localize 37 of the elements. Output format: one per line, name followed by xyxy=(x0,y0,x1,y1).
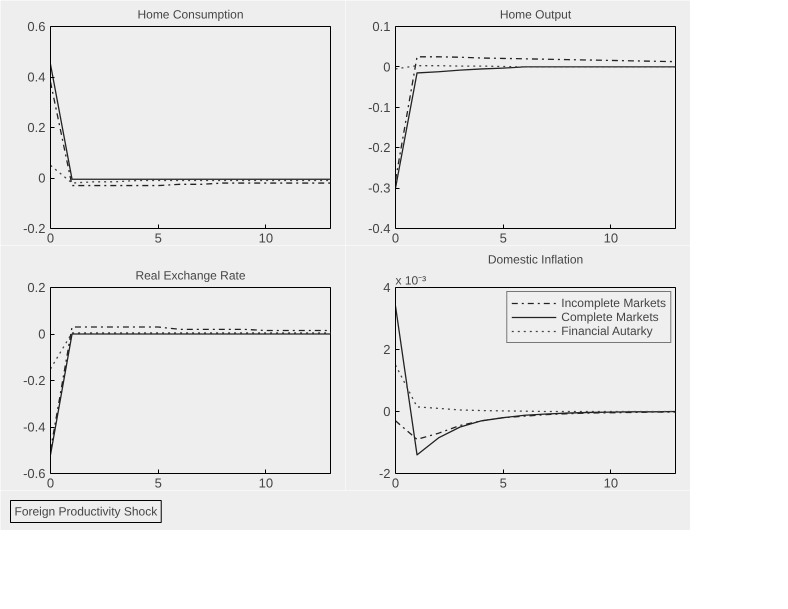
chart-title: Home Consumption xyxy=(137,8,244,22)
y-tick-label: -0.1 xyxy=(368,100,391,115)
chart-title: Home Output xyxy=(500,8,572,22)
y-tick-label: 0.6 xyxy=(27,19,46,34)
x-tick-label: 10 xyxy=(604,476,618,490)
x-tick-label: 5 xyxy=(154,230,162,246)
y-tick-label: 0.1 xyxy=(372,19,391,34)
chart-title: Real Exchange Rate xyxy=(135,268,246,282)
y-tick-label: -0.4 xyxy=(23,420,46,434)
legend-label: Incomplete Markets xyxy=(561,296,666,310)
annotation: x 10⁻³ xyxy=(396,274,426,288)
x-tick-label: 5 xyxy=(500,476,507,490)
x-tick-label: 5 xyxy=(154,476,162,490)
legend-label: Financial Autarky xyxy=(561,324,653,338)
x-tick-label: 10 xyxy=(604,230,618,246)
y-tick-label: 0 xyxy=(38,170,46,186)
y-tick-label: -0.4 xyxy=(368,221,391,236)
chart-title: Domestic Inflation xyxy=(488,252,584,266)
y-tick-label: -0.2 xyxy=(23,221,46,236)
y-tick-label: 0 xyxy=(38,326,46,342)
y-tick-label: 0.4 xyxy=(27,70,46,84)
x-tick-label: 5 xyxy=(500,230,507,246)
y-tick-label: -2 xyxy=(378,466,391,481)
y-tick-label: -0.3 xyxy=(368,180,391,196)
y-tick-label: 0.2 xyxy=(27,280,46,295)
text: Foreign Productivity Shock xyxy=(14,504,158,518)
y-tick-label: 2 xyxy=(383,342,391,357)
y-tick-label: -0.6 xyxy=(23,466,46,481)
y-tick-label: 0 xyxy=(383,404,391,419)
y-tick-label: 4 xyxy=(383,280,391,295)
y-tick-label: -0.2 xyxy=(23,373,46,388)
y-tick-label: -0.2 xyxy=(368,140,391,156)
x-tick-label: 10 xyxy=(258,476,274,490)
y-tick-label: 0.2 xyxy=(27,120,46,135)
x-tick-label: 10 xyxy=(258,230,274,246)
y-tick-label: 0 xyxy=(383,59,391,74)
legend-label: Complete Markets xyxy=(561,310,659,324)
